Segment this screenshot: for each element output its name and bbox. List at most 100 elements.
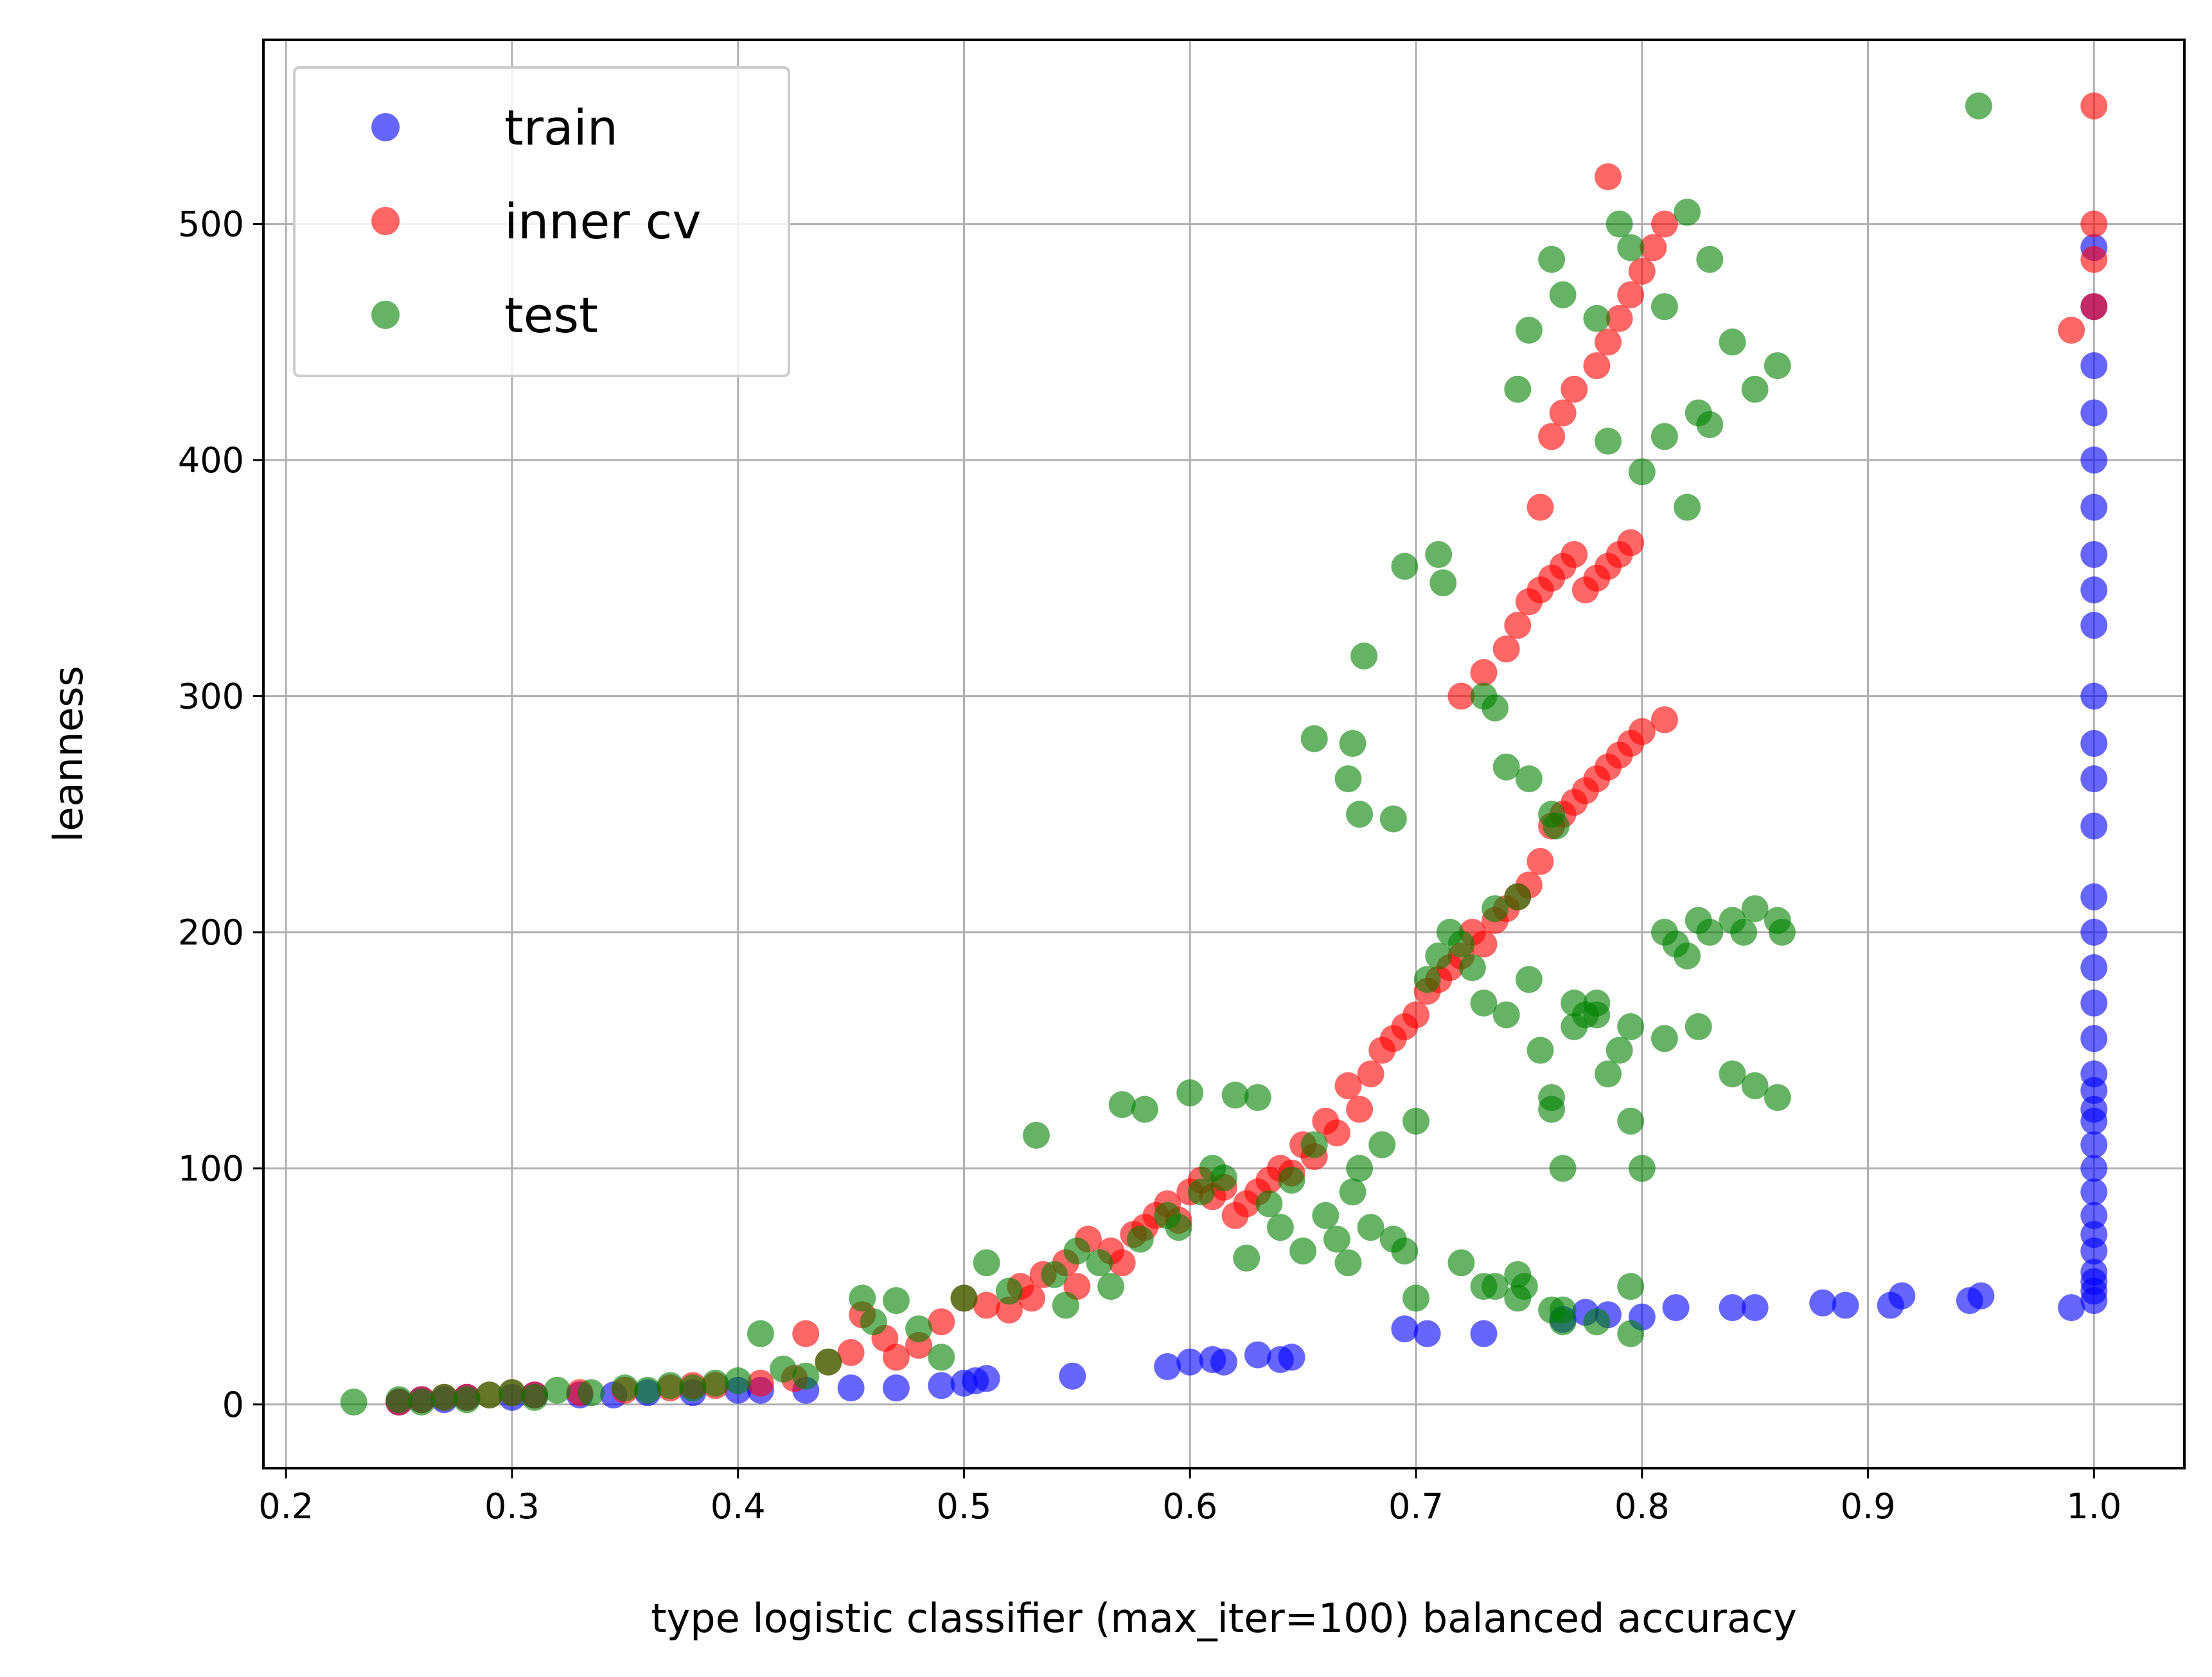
point-train <box>1741 1294 1769 1322</box>
point-train <box>1719 1294 1746 1322</box>
point-test <box>1289 1238 1317 1264</box>
point-test <box>1764 1084 1791 1112</box>
point-inner-cv <box>747 1369 774 1397</box>
legend-marker <box>371 301 400 329</box>
x-tick-label: 0.8 <box>1615 1486 1670 1527</box>
point-train <box>2080 612 2108 639</box>
point-test <box>1244 1084 1271 1112</box>
point-inner-cv <box>928 1308 955 1336</box>
point-test <box>475 1381 503 1409</box>
point-test <box>1504 1284 1532 1312</box>
point-test <box>849 1284 876 1312</box>
point-inner-cv <box>1538 423 1566 450</box>
point-test <box>724 1367 752 1394</box>
point-test <box>1041 1261 1068 1288</box>
legend-label: train <box>504 99 618 156</box>
point-train <box>2080 989 2108 1017</box>
point-train <box>1210 1348 1237 1376</box>
y-tick-label: 300 <box>178 676 244 716</box>
series-test <box>340 92 1992 1416</box>
point-train <box>1888 1282 1916 1309</box>
point-inner-cv <box>2080 293 2108 321</box>
point-train <box>1176 1348 1204 1376</box>
point-inner-cv <box>792 1320 820 1347</box>
point-test <box>1583 1308 1611 1336</box>
point-test <box>1696 918 1724 946</box>
x-tick-label: 0.9 <box>1841 1486 1896 1527</box>
point-test <box>1210 1164 1237 1192</box>
point-test <box>860 1308 887 1336</box>
point-inner-cv <box>2058 316 2085 344</box>
point-inner-cv <box>1583 352 1611 380</box>
point-inner-cv <box>1549 399 1577 427</box>
point-test <box>1696 245 1724 273</box>
point-inner-cv <box>1617 529 1645 556</box>
point-train <box>2080 812 2108 840</box>
point-test <box>634 1376 661 1404</box>
point-test <box>1650 423 1678 450</box>
point-train <box>2080 576 2108 604</box>
point-inner-cv <box>2080 210 2108 238</box>
point-test <box>1628 1155 1656 1182</box>
point-inner-cv <box>1526 847 1554 875</box>
point-test <box>815 1348 842 1376</box>
x-tick-label: 1.0 <box>2066 1486 2121 1527</box>
point-test <box>1730 918 1758 946</box>
point-test <box>1165 1214 1192 1241</box>
point-test <box>1674 942 1701 970</box>
legend-label: test <box>504 287 598 344</box>
point-test <box>1402 1284 1429 1312</box>
x-tick-label: 0.6 <box>1162 1486 1217 1527</box>
point-test <box>1617 1107 1645 1135</box>
point-test <box>340 1389 367 1416</box>
legend-box <box>293 66 790 377</box>
point-inner-cv <box>1470 930 1498 958</box>
legend-label: inner cv <box>504 193 701 250</box>
point-test <box>1429 569 1457 597</box>
point-inner-cv <box>1346 1096 1374 1123</box>
point-inner-cv <box>1402 1001 1429 1029</box>
point-train <box>2080 730 2108 757</box>
point-test <box>1492 753 1520 781</box>
point-test <box>1504 375 1532 403</box>
point-test <box>1402 1107 1429 1135</box>
point-test <box>657 1372 684 1399</box>
point-test <box>1741 895 1769 923</box>
point-inner-cv <box>837 1339 865 1366</box>
point-test <box>1696 411 1724 438</box>
legend-marker <box>371 207 400 235</box>
point-test <box>1339 730 1367 757</box>
point-train <box>2058 1294 2085 1322</box>
point-test <box>973 1249 1000 1277</box>
point-test <box>1346 1155 1374 1182</box>
point-test <box>1086 1249 1113 1277</box>
point-train <box>2080 954 2108 981</box>
point-test <box>1063 1238 1091 1264</box>
point-train <box>1244 1341 1271 1369</box>
x-tick-label: 0.4 <box>711 1486 766 1527</box>
point-test <box>1391 1238 1419 1264</box>
point-test <box>1595 1060 1622 1088</box>
point-test <box>1023 1121 1050 1149</box>
point-test <box>1334 1249 1362 1277</box>
point-test <box>1617 1273 1645 1300</box>
point-test <box>1300 725 1328 752</box>
point-test <box>1617 1320 1645 1347</box>
point-test <box>1595 427 1622 455</box>
point-test <box>1549 1308 1577 1336</box>
plot-frame <box>262 39 2186 1469</box>
point-test <box>1515 316 1543 344</box>
point-test <box>928 1344 955 1371</box>
point-train <box>1809 1289 1837 1317</box>
point-test <box>1538 245 1566 273</box>
point-test <box>1447 1249 1475 1277</box>
point-test <box>679 1374 707 1402</box>
point-inner-cv <box>1628 718 1656 745</box>
point-test <box>1126 1225 1154 1253</box>
point-inner-cv <box>1504 612 1532 639</box>
point-train <box>837 1374 865 1402</box>
point-test <box>1965 92 1992 120</box>
point-test <box>1350 643 1378 670</box>
point-test <box>1549 1155 1577 1182</box>
point-test <box>747 1320 774 1347</box>
